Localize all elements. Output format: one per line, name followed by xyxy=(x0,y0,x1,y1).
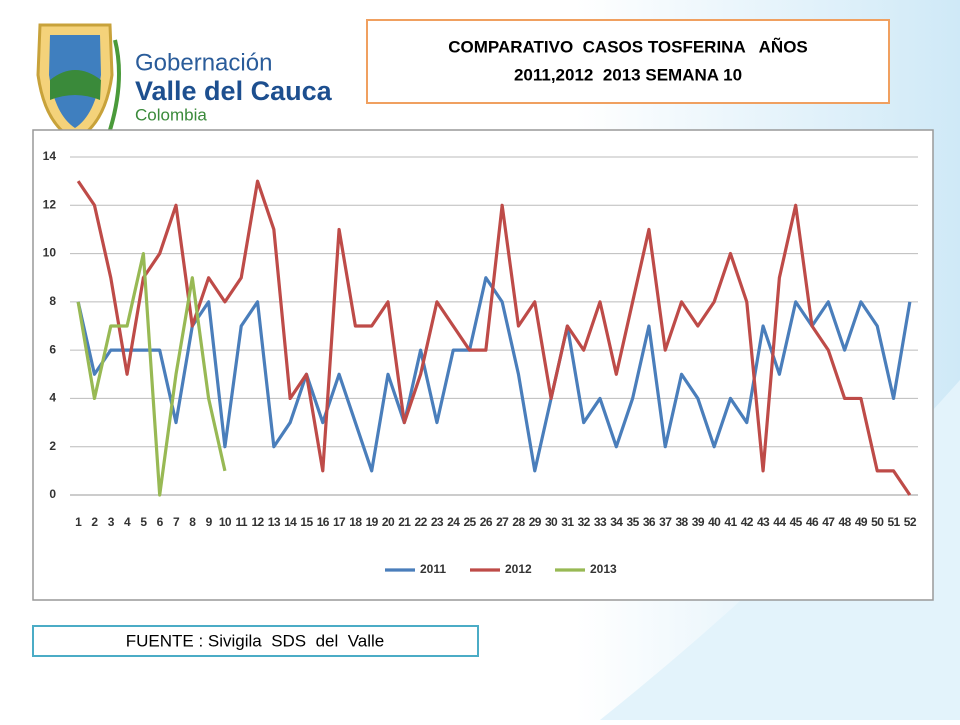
x-tick-label: 35 xyxy=(627,515,640,529)
x-tick-label: 3 xyxy=(108,515,115,529)
x-tick-label: 47 xyxy=(822,515,835,529)
logo: Gobernación Valle del Cauca Colombia xyxy=(36,23,333,142)
x-tick-label: 34 xyxy=(610,515,623,529)
x-tick-label: 17 xyxy=(333,515,346,529)
legend-label: 2012 xyxy=(505,562,532,576)
logo-line: Colombia xyxy=(135,105,207,124)
x-tick-label: 5 xyxy=(140,515,147,529)
x-tick-label: 10 xyxy=(219,515,232,529)
x-tick-label: 44 xyxy=(773,515,786,529)
x-tick-label: 13 xyxy=(268,515,281,529)
x-tick-label: 41 xyxy=(724,515,737,529)
x-tick-label: 48 xyxy=(839,515,852,529)
x-tick-label: 23 xyxy=(431,515,444,529)
y-tick-label: 0 xyxy=(49,487,56,501)
x-tick-label: 36 xyxy=(643,515,656,529)
y-tick-label: 12 xyxy=(43,197,57,211)
chart-title: 2011,2012 2013 SEMANA 10 xyxy=(514,65,742,84)
x-tick-label: 33 xyxy=(594,515,607,529)
x-tick-label: 18 xyxy=(349,515,362,529)
x-tick-label: 50 xyxy=(871,515,884,529)
x-tick-label: 26 xyxy=(480,515,493,529)
x-tick-label: 46 xyxy=(806,515,819,529)
x-tick-label: 16 xyxy=(317,515,330,529)
title-box xyxy=(366,19,890,104)
x-tick-label: 30 xyxy=(545,515,558,529)
y-tick-label: 14 xyxy=(43,149,57,163)
x-tick-label: 52 xyxy=(904,515,917,529)
y-tick-label: 10 xyxy=(43,246,57,260)
series-line xyxy=(76,251,227,497)
x-tick-label: 22 xyxy=(415,515,428,529)
x-tick-label: 15 xyxy=(300,515,313,529)
x-tick-label: 38 xyxy=(675,515,688,529)
x-tick-label: 28 xyxy=(512,515,525,529)
x-tick-label: 21 xyxy=(398,515,411,529)
x-tick-label: 4 xyxy=(124,515,131,529)
chart-title: COMPARATIVO CASOS TOSFERINA AÑOS xyxy=(448,36,808,56)
x-tick-label: 37 xyxy=(659,515,672,529)
x-tick-label: 20 xyxy=(382,515,395,529)
x-tick-label: 11 xyxy=(235,515,247,529)
x-tick-label: 19 xyxy=(366,515,379,529)
x-tick-label: 12 xyxy=(251,515,264,529)
logo-line: Valle del Cauca xyxy=(135,76,333,106)
x-tick-label: 40 xyxy=(708,515,721,529)
x-tick-label: 27 xyxy=(496,515,509,529)
x-tick-label: 8 xyxy=(189,515,196,529)
source: FUENTE : Sivigila SDS del Valle xyxy=(126,631,385,650)
legend-label: 2013 xyxy=(590,562,617,576)
series-line xyxy=(76,179,912,496)
x-tick-label: 29 xyxy=(529,515,542,529)
x-tick-label: 51 xyxy=(887,515,900,529)
y-tick-label: 4 xyxy=(49,391,56,405)
x-tick-label: 9 xyxy=(206,515,213,529)
x-tick-label: 45 xyxy=(790,515,803,529)
x-tick-label: 32 xyxy=(578,515,591,529)
x-tick-label: 1 xyxy=(75,515,82,529)
x-tick-label: 25 xyxy=(463,515,476,529)
x-tick-label: 2 xyxy=(91,515,98,529)
x-tick-label: 42 xyxy=(741,515,754,529)
y-tick-label: 8 xyxy=(49,294,56,308)
y-tick-label: 6 xyxy=(49,342,56,356)
x-tick-label: 7 xyxy=(173,515,180,529)
x-tick-label: 6 xyxy=(157,515,164,529)
chart-box xyxy=(32,129,934,601)
source-box xyxy=(32,625,479,657)
legend-label: 2011 xyxy=(420,562,446,576)
x-tick-label: 49 xyxy=(855,515,868,529)
x-tick-label: 39 xyxy=(692,515,705,529)
x-tick-label: 31 xyxy=(561,515,574,529)
swirl xyxy=(600,380,960,720)
x-tick-label: 24 xyxy=(447,515,460,529)
x-tick-label: 14 xyxy=(284,515,297,529)
logo-line: Gobernación xyxy=(135,49,272,76)
y-tick-label: 2 xyxy=(49,439,56,453)
x-tick-label: 43 xyxy=(757,515,770,529)
